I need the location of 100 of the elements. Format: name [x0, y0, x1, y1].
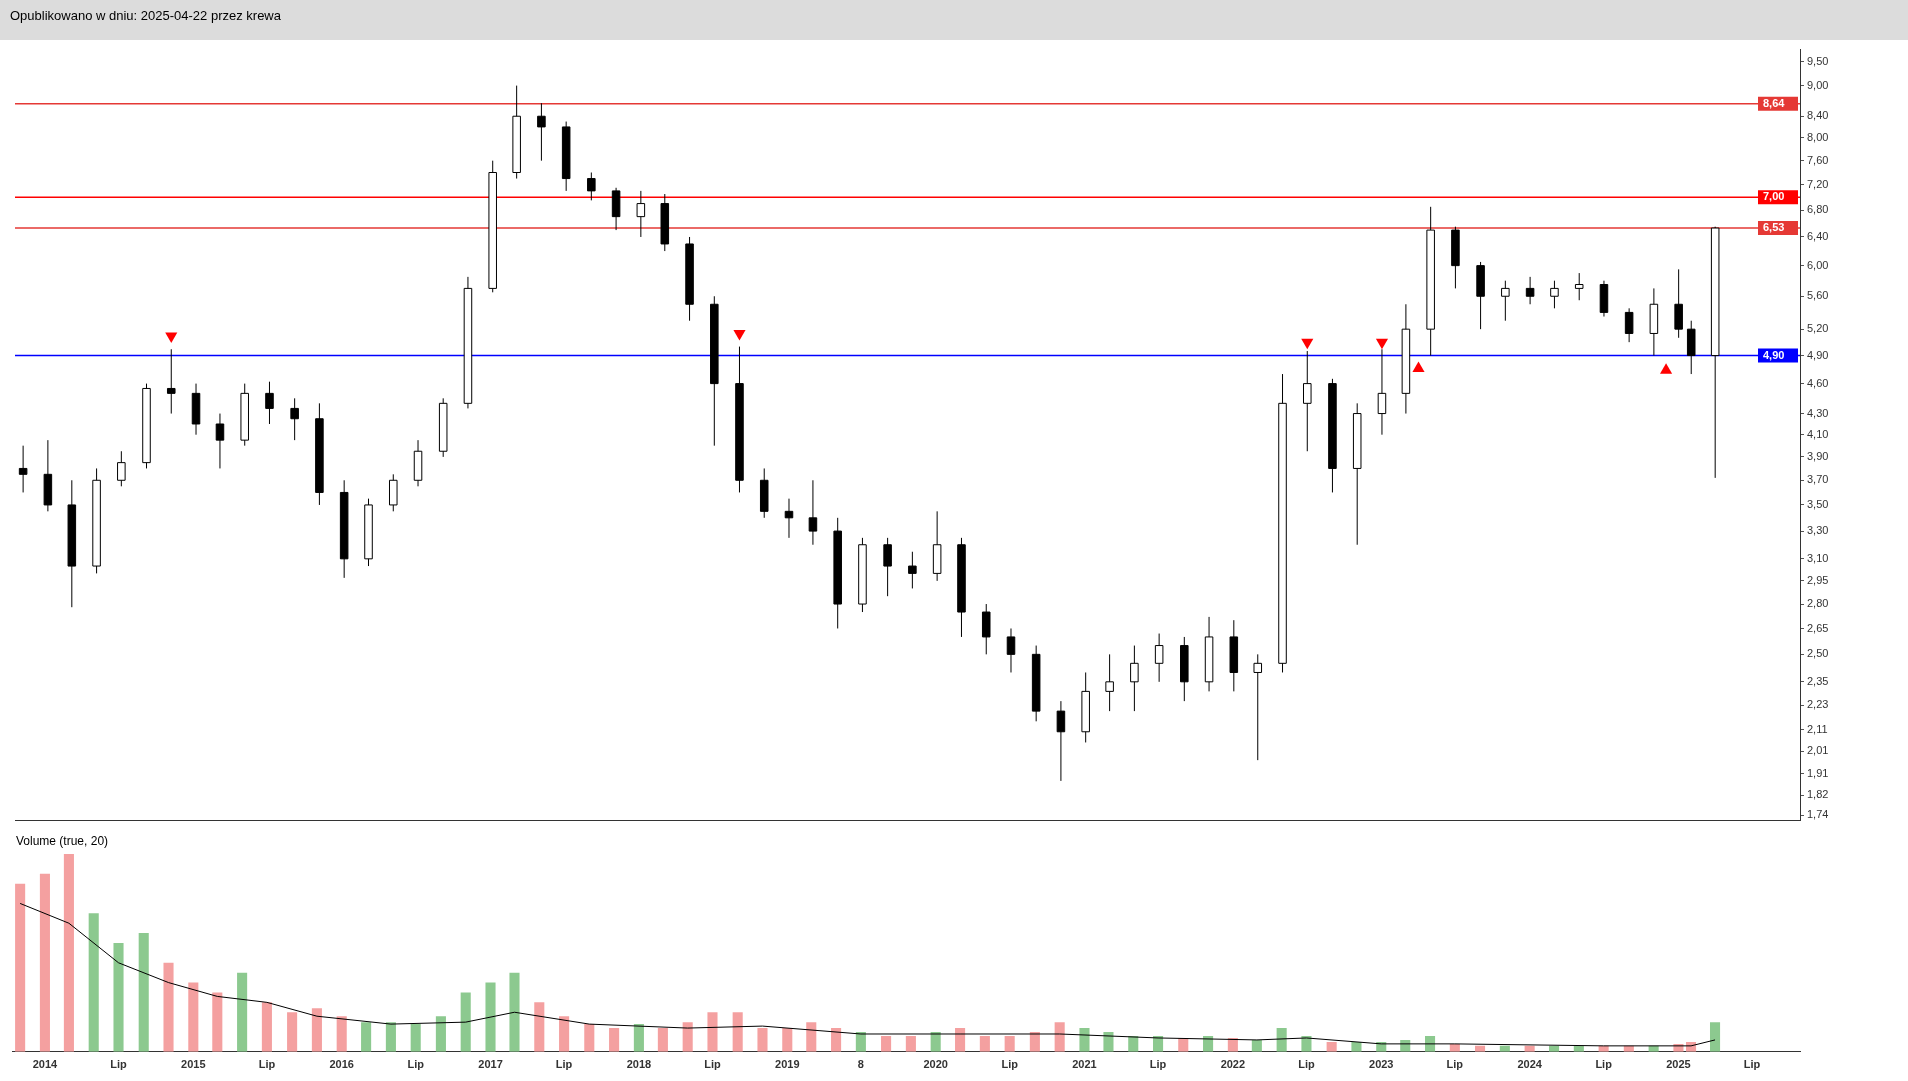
bar	[1326, 1041, 1337, 1052]
y-tick-label: 2,50	[1807, 647, 1829, 660]
x-tick-label: Lip	[1001, 1058, 1019, 1071]
y-tick-label: 7,60	[1807, 153, 1829, 166]
candlestick	[1105, 653, 1114, 712]
y-tick-label: 1,82	[1807, 788, 1829, 801]
bar	[979, 1035, 990, 1052]
bar	[1054, 1022, 1065, 1052]
bar	[782, 1028, 793, 1052]
y-tick-label: 2,35	[1807, 674, 1829, 687]
bar	[361, 1022, 372, 1052]
chart-title: Volume (true, 20)	[16, 834, 109, 848]
ref-line-label: 8,64	[1763, 96, 1786, 109]
bar	[905, 1035, 916, 1052]
x-tick-label: Lip	[1743, 1058, 1761, 1071]
bar	[609, 1028, 620, 1052]
bar	[336, 1016, 347, 1052]
bar	[287, 1012, 298, 1052]
y-tick-label: 5,20	[1807, 322, 1829, 335]
chart-title: Opublikowano w dniu: 2025-04-22 przez krewa	[0, 0, 1908, 40]
candlestick	[1303, 350, 1312, 452]
x-tick-label: 2025	[1666, 1058, 1691, 1071]
y-tick-label: 4,60	[1807, 376, 1829, 389]
bar	[757, 1028, 768, 1052]
x-tick-label: Lip	[555, 1058, 573, 1071]
x-tick-label: 2022	[1220, 1058, 1246, 1071]
x-tick-label: 2024	[1517, 1058, 1543, 1071]
x-tick-label: Lip	[1149, 1058, 1167, 1071]
bar	[682, 1022, 693, 1052]
y-tick-label: 1,74	[1807, 808, 1829, 821]
x-tick-label: 2019	[775, 1058, 800, 1071]
bar	[138, 933, 149, 1052]
bar	[15, 883, 26, 1052]
y-tick-label: 8,40	[1807, 109, 1829, 122]
y-tick-label: 2,23	[1807, 698, 1829, 711]
bar	[311, 1008, 322, 1052]
bar	[410, 1024, 421, 1052]
bar	[485, 982, 496, 1052]
bar	[806, 1022, 817, 1052]
y-tick-label: 2,65	[1807, 621, 1829, 634]
x-tick-label: 2015	[181, 1058, 206, 1071]
y-tick-label: 3,90	[1807, 449, 1829, 462]
y-tick-label: 2,11	[1807, 722, 1828, 735]
y-tick-label: 6,00	[1807, 258, 1829, 271]
y-tick-label: 8,00	[1807, 130, 1829, 143]
bar	[435, 1016, 446, 1052]
x-tick-label: 2014	[32, 1058, 59, 1071]
x-tick-label: 2018	[626, 1058, 652, 1071]
ref-line-label: 7,00	[1763, 190, 1785, 203]
bar	[1709, 1022, 1721, 1052]
bar	[163, 962, 174, 1052]
x-tick-label: 8	[857, 1058, 864, 1071]
bar	[460, 992, 471, 1052]
x-tick-label: 2021	[1072, 1058, 1097, 1071]
y-tick-label: 6,80	[1807, 203, 1829, 216]
y-tick-label: 4,30	[1807, 406, 1829, 419]
bar	[188, 982, 199, 1052]
y-tick-label: 1,91	[1807, 766, 1829, 779]
y-tick-label: 3,50	[1807, 497, 1829, 510]
x-tick-label: 2023	[1369, 1058, 1394, 1071]
x-tick-label: Lip	[258, 1058, 276, 1071]
y-tick-label: 3,10	[1807, 551, 1829, 564]
bar	[1103, 1032, 1114, 1052]
x-tick-label: Lip	[704, 1058, 722, 1071]
ref-line-label: 6,53	[1763, 221, 1785, 234]
bar	[831, 1028, 842, 1052]
bar	[113, 943, 124, 1052]
candlestick	[883, 537, 892, 597]
x-tick-label: Lip	[1595, 1058, 1613, 1071]
bar	[707, 1012, 718, 1052]
bar	[1004, 1035, 1015, 1052]
y-tick-label: 2,01	[1807, 744, 1829, 757]
bar	[385, 1022, 396, 1052]
x-tick-label: Lip	[1298, 1058, 1315, 1071]
bar	[261, 1002, 272, 1052]
bar	[584, 1024, 595, 1052]
y-tick-label: 4,10	[1807, 427, 1829, 440]
y-tick-label: 2,95	[1807, 573, 1829, 586]
x-tick-label: 2020	[923, 1058, 948, 1071]
x-tick-label: 2017	[478, 1058, 503, 1071]
y-tick-label: 3,30	[1807, 524, 1829, 537]
x-tick-label: 2016	[329, 1058, 354, 1071]
candlestick	[117, 450, 126, 487]
x-tick-label: Lip	[1446, 1058, 1464, 1071]
bar	[63, 854, 74, 1052]
x-tick-label: Lip	[407, 1058, 425, 1071]
bar	[881, 1035, 892, 1052]
y-tick-label: 2,80	[1807, 597, 1829, 610]
y-tick-label: 7,20	[1807, 177, 1829, 190]
y-tick-label: 9,50	[1807, 54, 1829, 67]
y-tick-label: 4,90	[1807, 348, 1829, 361]
y-tick-label: 9,00	[1807, 78, 1829, 91]
bar	[212, 992, 223, 1052]
bar	[39, 873, 50, 1052]
bar	[237, 972, 248, 1052]
y-tick-label: 5,60	[1807, 289, 1829, 302]
bar	[559, 1016, 570, 1052]
bar	[88, 913, 99, 1052]
bar	[732, 1012, 743, 1052]
bar	[1079, 1028, 1090, 1052]
